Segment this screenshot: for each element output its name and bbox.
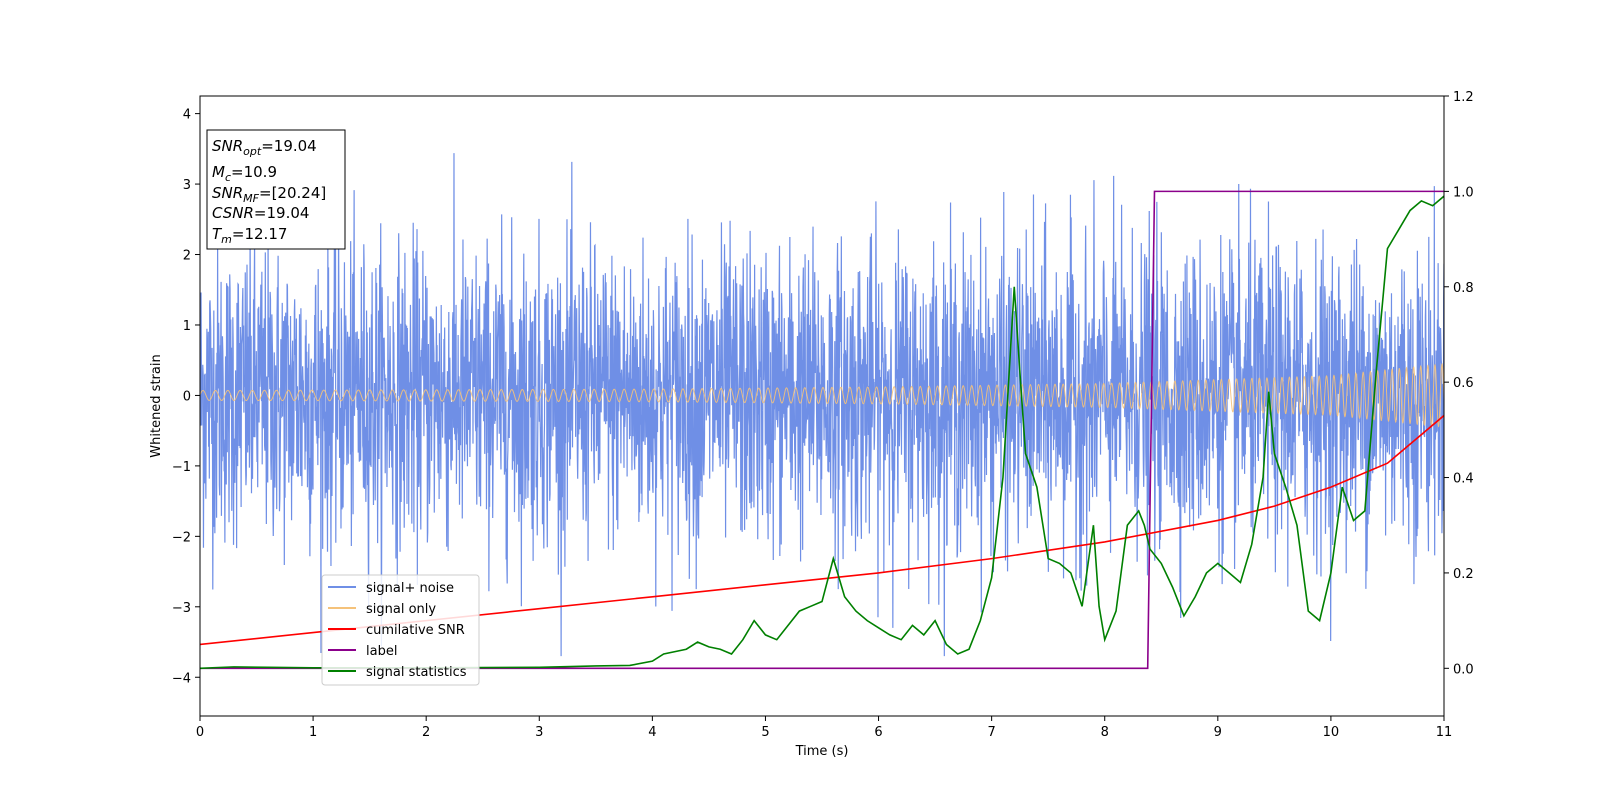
y-axis-right-ticks: 0.0 0.2 0.4 0.6 0.8 1.0 1.2 bbox=[1444, 90, 1474, 677]
legend-label: signal only bbox=[366, 602, 436, 617]
y-right-tick-label: 0.0 bbox=[1453, 662, 1474, 677]
stats-annotation-box: SNRopt=19.04 Mc=10.9SNRMF=[20.24]CSNR=19.… bbox=[206, 129, 346, 250]
legend: signal+ noise signal only cumilative SNR la… bbox=[321, 574, 480, 686]
annotation-line: SNRopt=19.04 bbox=[212, 137, 317, 158]
series-signal-only bbox=[200, 362, 1444, 428]
y-right-tick-label: 0.6 bbox=[1453, 376, 1474, 391]
legend-label: label bbox=[366, 644, 397, 659]
x-tick-label: 11 bbox=[1436, 725, 1453, 740]
x-tick-label: 9 bbox=[1214, 725, 1222, 740]
legend-label: signal+ noise bbox=[366, 581, 454, 596]
y-left-tick-label: −4 bbox=[172, 671, 191, 686]
annotation-line: Tm=12.17 bbox=[212, 225, 287, 246]
y-left-tick-label: −2 bbox=[172, 530, 191, 545]
x-tick-label: 5 bbox=[761, 725, 769, 740]
signal-noise-line bbox=[200, 153, 1444, 657]
x-tick-label: 6 bbox=[874, 725, 882, 740]
x-tick-label: 4 bbox=[648, 725, 656, 740]
x-tick-label: 7 bbox=[987, 725, 995, 740]
plot-frame bbox=[199, 95, 1445, 717]
y-left-tick-label: 4 bbox=[183, 108, 191, 123]
y-right-tick-label: 0.8 bbox=[1453, 281, 1474, 296]
y-axis-label: Whitened strain bbox=[149, 354, 164, 457]
x-tick-label: 1 bbox=[309, 725, 317, 740]
y-right-tick-label: 0.2 bbox=[1453, 567, 1474, 582]
y-left-tick-label: 2 bbox=[183, 249, 191, 264]
y-left-tick-label: 1 bbox=[183, 319, 191, 334]
x-tick-label: 2 bbox=[422, 725, 430, 740]
x-tick-label: 0 bbox=[196, 725, 204, 740]
y-right-tick-label: 1.2 bbox=[1453, 90, 1474, 105]
y-left-tick-label: 0 bbox=[183, 389, 191, 404]
annotation-line: CSNR=19.04 bbox=[212, 204, 309, 222]
signal-only-line bbox=[200, 362, 1444, 428]
x-tick-label: 10 bbox=[1323, 725, 1340, 740]
label-line bbox=[200, 190, 1444, 670]
x-axis-label: Time (s) bbox=[795, 744, 849, 759]
y-right-tick-label: 0.4 bbox=[1453, 472, 1474, 487]
series-signal-noise bbox=[200, 153, 1444, 657]
annotation-line: Mc=10.9 bbox=[212, 163, 277, 184]
y-left-tick-label: −1 bbox=[172, 460, 191, 475]
x-tick-label: 8 bbox=[1101, 725, 1109, 740]
y-right-tick-label: 1.0 bbox=[1453, 185, 1474, 200]
x-tick-label: 3 bbox=[535, 725, 543, 740]
signal-statistics-line bbox=[200, 195, 1444, 670]
legend-label: signal statistics bbox=[366, 665, 467, 680]
y-left-tick-label: 3 bbox=[183, 178, 191, 193]
legend-label: cumilative SNR bbox=[366, 623, 465, 638]
annotation-frame bbox=[206, 129, 346, 250]
annotation-line: SNRMF=[20.24] bbox=[212, 184, 326, 205]
y-axis-left-ticks: −4 −3 −2 −1 0 1 2 3 4 bbox=[172, 108, 200, 686]
x-axis-ticks: 0 1 2 3 4 5 6 7 8 9 10 11 bbox=[196, 716, 1452, 740]
legend-frame bbox=[321, 574, 480, 686]
y-left-tick-label: −3 bbox=[172, 601, 191, 616]
